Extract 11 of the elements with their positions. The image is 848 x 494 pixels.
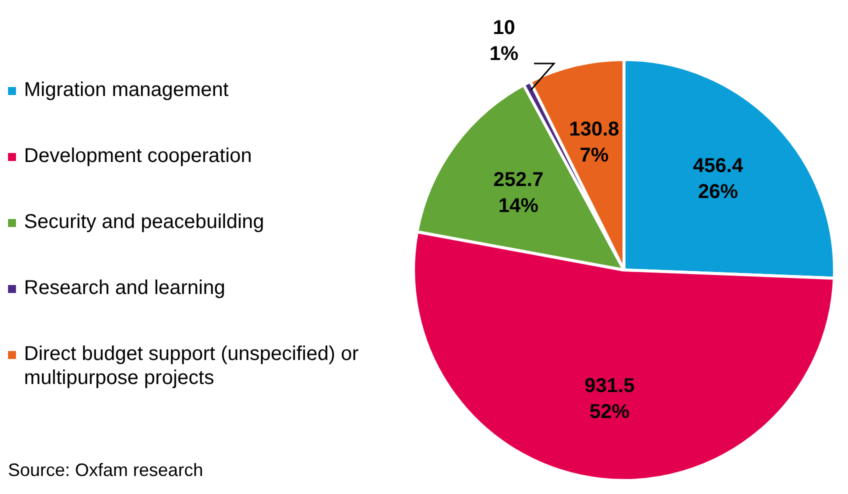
legend-label: Security and peacebuilding xyxy=(24,210,264,234)
data-label: 456.4 26% xyxy=(693,155,744,204)
legend-label: Research and learning xyxy=(24,276,226,300)
legend-label: Migration management xyxy=(24,78,229,102)
source-note: Source: Oxfam research xyxy=(8,460,204,481)
data-label: 130.8 7% xyxy=(569,118,620,166)
data-label: 252.7 14% xyxy=(493,168,544,217)
legend-label: Development cooperation xyxy=(24,144,252,168)
data-label: 10 1% xyxy=(490,17,519,66)
data-label: 931.5 52% xyxy=(584,375,635,424)
legend-label: Direct budget support (unspecified) or multipurpose projects xyxy=(24,342,360,390)
